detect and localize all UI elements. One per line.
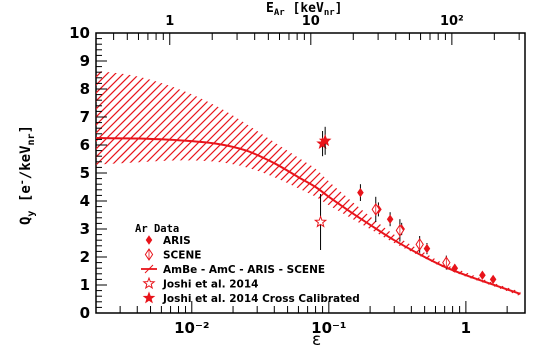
legend-marker	[142, 276, 156, 290]
aris-point	[489, 274, 497, 285]
y-tick-label: 1	[80, 276, 90, 294]
top-tick-label: 1	[165, 14, 174, 29]
top-axis-title: EAr [keVnr]	[266, 1, 342, 18]
data-points	[313, 126, 497, 285]
fit-curve	[96, 137, 521, 295]
joshi-et-al-2014-point	[313, 215, 328, 228]
legend-label: AmBe - AmC - ARIS - SCENE	[163, 264, 325, 276]
fit-curve-line	[96, 137, 521, 295]
aris-point	[451, 263, 459, 273]
legend-hatch-swatch	[144, 264, 154, 274]
joshi-et-al-2014-cross-calibrated-point	[318, 134, 332, 147]
top-tick-label: 10²	[440, 14, 464, 29]
x-axis-title: ε	[312, 330, 321, 350]
y-tick-label: 9	[80, 52, 90, 70]
y-tick-label: 4	[80, 192, 90, 210]
aris-point	[479, 270, 486, 280]
legend: Ar Data ARIS SCENE AmBe - AmC - ARIS - SCE…	[135, 223, 360, 305]
y-tick-label: 7	[80, 108, 90, 126]
y-tick-label: 6	[80, 136, 90, 154]
aris-point	[423, 243, 431, 254]
legend-label: Joshi et al. 2014	[162, 279, 258, 291]
legend-label: ARIS	[163, 235, 191, 247]
top-tick-label: 10	[302, 14, 320, 29]
y-tick-label: 0	[80, 304, 90, 322]
aris-point	[386, 214, 394, 224]
y-tick-label: 3	[80, 220, 90, 238]
legend-marker	[145, 235, 153, 245]
legend-header: Ar Data	[135, 223, 179, 235]
aris-point	[357, 187, 364, 198]
legend-marker	[142, 291, 156, 304]
y-tick-label: 10	[69, 24, 90, 42]
y-tick-label: 2	[80, 248, 90, 266]
x-tick-label: 1	[461, 319, 471, 337]
x-tick-label: 10⁻²	[174, 319, 209, 337]
legend-label: Joshi et al. 2014 Cross Calibrated	[162, 293, 360, 305]
x-tick-label: 10⁻¹	[311, 319, 346, 337]
y-tick-label: 5	[80, 164, 90, 182]
y-axis-title: Qy [e-/keVnr]	[17, 125, 37, 225]
y-tick-label: 8	[80, 80, 90, 98]
legend-label: SCENE	[163, 250, 201, 262]
axes: 0 1 2 3 4 5 6 7 8 9 10 10⁻² 10⁻¹ 1 1 10 10²	[69, 14, 520, 337]
